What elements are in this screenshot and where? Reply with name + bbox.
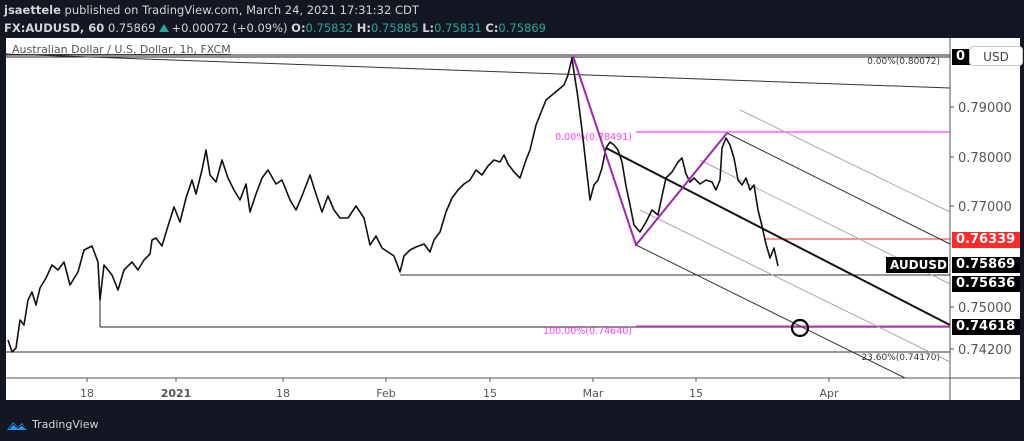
price-label-red: 0.76339 [952,232,1020,248]
author-name[interactable]: jsaettele [4,3,61,17]
low-label: L: [422,21,435,35]
magenta-zero-label: 0.00%(0.78491) [555,132,632,143]
time-tick: 15 [483,387,497,400]
tick-0.78000: 0.78000 [958,151,1012,166]
price-label-support: 0.75636 [952,276,1020,292]
price-axis-ticks: 0.79000 0.78000 0.77000 0.75000 0.74200 [950,101,1012,358]
fib-236-label: 23.60%(0.74170) [861,353,940,363]
tick-0.75000: 0.75000 [958,301,1012,316]
time-tick: 18 [80,387,94,400]
ohlc-legend: FX:AUDUSD, 60 0.75869 +0.00072 (+0.09%) O… [4,21,546,35]
target-circle-icon [790,318,810,338]
low-value: 0.75831 [434,21,482,35]
price-label-dec-low: 0.74618 [952,319,1020,335]
price-change: +0.00072 (+0.09%) [171,21,288,35]
symbol-tag: AUDUSD [886,257,948,273]
tick-0.74200: 0.74200 [958,343,1012,358]
currency-badge[interactable]: USD [969,46,1023,66]
chart-title: Australian Dollar / U.S. Dollar, 1h, FXC… [12,43,231,56]
tick-0.79000: 0.79000 [958,101,1012,116]
open-value: 0.75832 [305,21,354,35]
time-tick: Feb [376,387,395,400]
open-label: O: [291,21,306,35]
close-label: C: [485,21,499,35]
brand-name: TradingView [32,418,99,431]
tradingview-logo-icon [7,421,27,430]
last-price: 0.75869 [107,21,156,35]
footer-brand[interactable]: TradingView [6,418,98,431]
close-value: 0.75869 [498,21,546,35]
publish-text: published on TradingView.com, March 24, … [64,3,419,17]
time-tick: Apr [819,387,839,400]
price-label-current: 0.75869 [952,257,1020,273]
tick-0.77000: 0.77000 [958,200,1012,215]
up-arrow-icon [158,24,169,32]
symbol-interval: FX:AUDUSD, 60 [4,21,105,35]
top-fib-label: 0.00%(0.80072) [867,57,940,67]
publish-info: jsaettele published on TradingView.com, … [4,3,419,17]
time-tick: 15 [689,387,703,400]
long-trendline [5,53,951,89]
price-line [7,57,779,353]
time-axis-ticks: 18 2021 18 Feb 15 Mar 15 Apr [80,378,839,400]
time-tick: 18 [276,387,290,400]
chart-panel[interactable] [6,38,1020,400]
purple-abc-pattern [572,55,728,248]
high-value: 0.75885 [371,21,419,35]
high-label: H: [356,21,371,35]
magenta-hundred-label: 100.00%(0.74640) [543,326,632,337]
pitchfork-median [605,147,951,326]
time-tick-year: 2021 [161,387,192,400]
time-tick: Mar [583,387,604,400]
